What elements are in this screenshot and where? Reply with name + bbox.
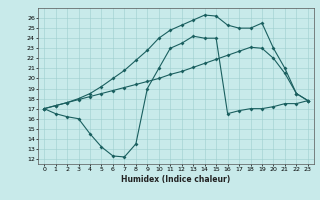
X-axis label: Humidex (Indice chaleur): Humidex (Indice chaleur) xyxy=(121,175,231,184)
